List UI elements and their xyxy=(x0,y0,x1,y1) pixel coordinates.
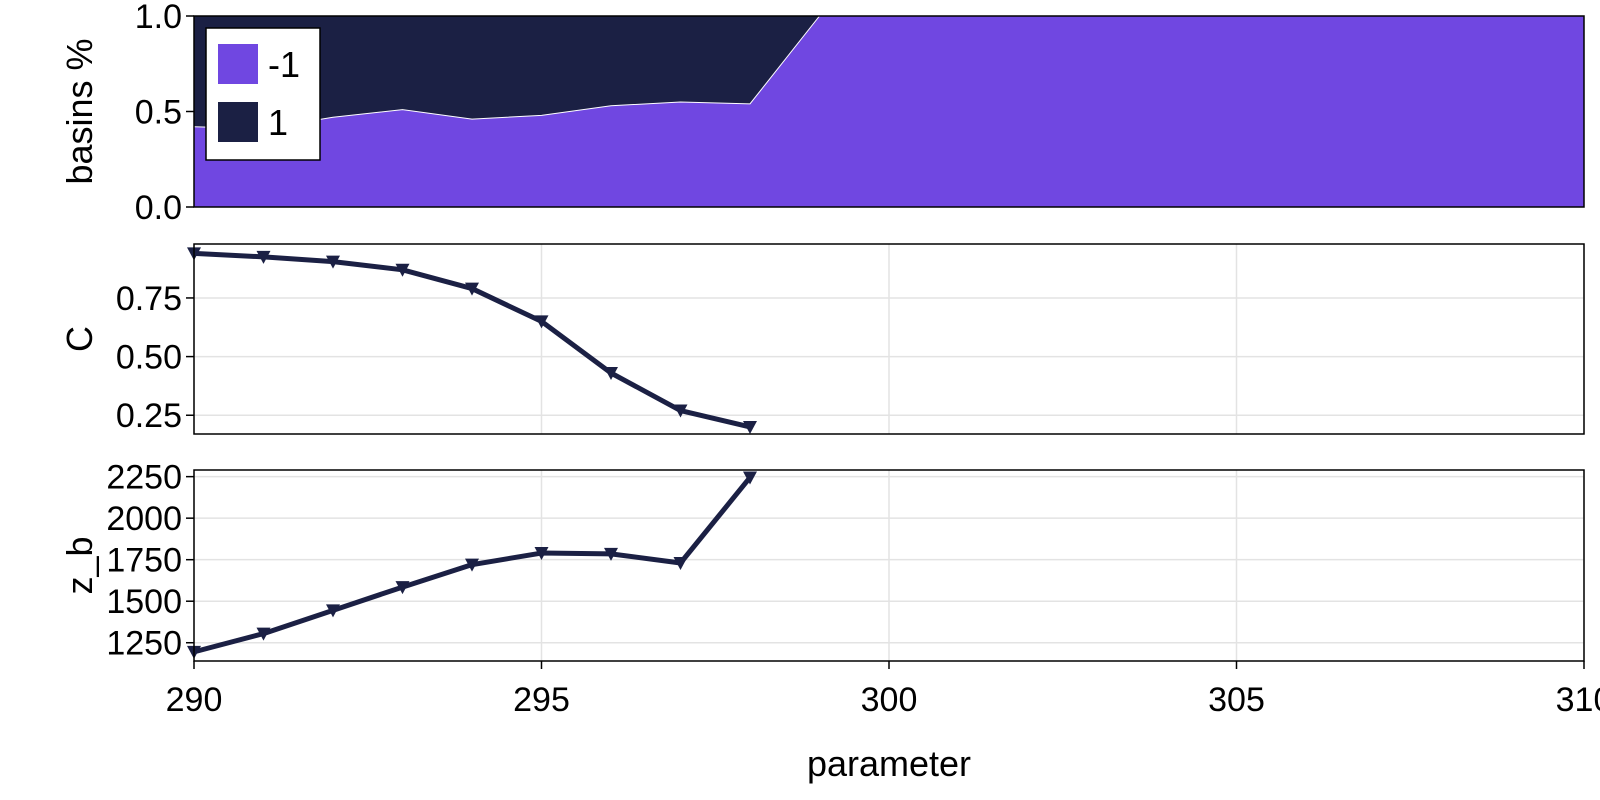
y-tick-label-0: 0.25 xyxy=(116,397,182,435)
x-tick-label-1: 295 xyxy=(513,681,570,719)
y-tick-label-3: 2000 xyxy=(106,500,182,538)
y-tick-label-0: 1250 xyxy=(106,625,182,663)
x-tick-label-4: 310 xyxy=(1556,681,1600,719)
data-point-2 xyxy=(326,255,340,269)
y-axis-label: basins % xyxy=(59,38,100,184)
data-point-1 xyxy=(256,627,271,641)
c-panel: 0.25 0.50 0.75 C xyxy=(59,243,1585,435)
y-tick-label-2: 1750 xyxy=(106,542,182,580)
plot-frame xyxy=(193,243,1585,435)
x-axis-label: parameter xyxy=(807,743,971,784)
y-tick-label-1: 0.5 xyxy=(135,94,182,132)
data-point-4 xyxy=(465,558,479,572)
data-point-8 xyxy=(743,471,757,485)
legend-swatch-1 xyxy=(218,102,258,142)
data-point-8 xyxy=(743,420,757,434)
data-point-7 xyxy=(673,404,688,418)
y-axis-label: C xyxy=(59,326,100,352)
area-series-0 xyxy=(194,16,1584,207)
data-point-7 xyxy=(673,557,688,571)
data-point-3 xyxy=(395,263,410,277)
series-line xyxy=(193,250,751,430)
y-axis-label: z_b xyxy=(59,536,100,594)
data-point-6 xyxy=(604,547,618,561)
data-point-5 xyxy=(534,315,549,329)
data-point-1 xyxy=(256,250,271,264)
legend-swatch-0 xyxy=(218,44,258,84)
data-point-3 xyxy=(395,581,410,595)
area-series-1 xyxy=(194,16,1584,129)
data-point-6 xyxy=(604,367,618,381)
data-point-4 xyxy=(465,282,479,296)
x-tick-label-2: 300 xyxy=(861,681,918,719)
y-tick-label-1: 0.50 xyxy=(116,339,182,377)
x-tick-label-3: 305 xyxy=(1208,681,1265,719)
legend-label-1: 1 xyxy=(268,102,288,143)
y-tick-label-2: 1.0 xyxy=(135,0,182,36)
y-tick-label-1: 1500 xyxy=(106,583,182,621)
y-tick-label-0: 0.0 xyxy=(135,189,182,227)
x-tick-label-0: 290 xyxy=(166,681,223,719)
legend: -11 xyxy=(205,27,321,161)
y-tick-label-2: 0.75 xyxy=(116,280,182,318)
data-point-2 xyxy=(326,604,340,618)
y-tick-label-4: 2250 xyxy=(106,459,182,497)
legend-label-0: -1 xyxy=(268,44,300,85)
data-point-5 xyxy=(534,547,549,561)
